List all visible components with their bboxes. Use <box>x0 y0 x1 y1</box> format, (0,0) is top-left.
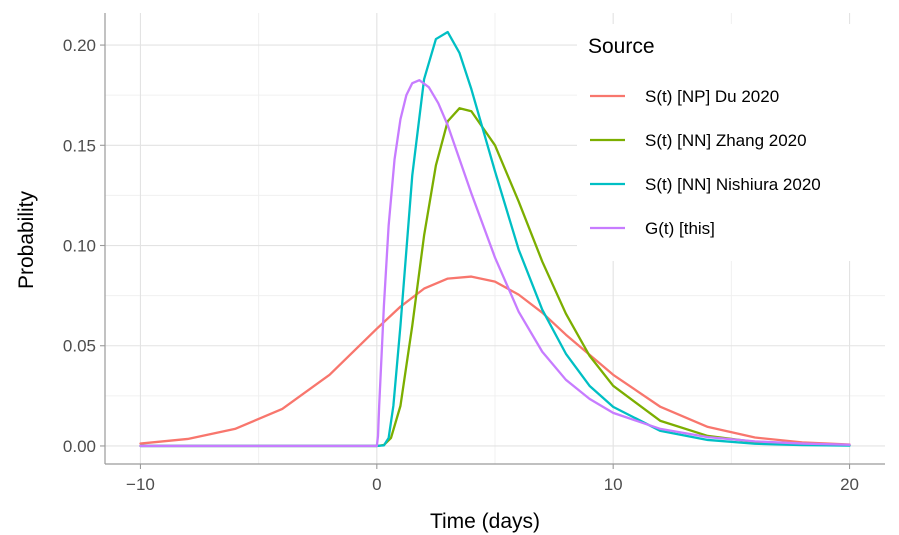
y-axis-ticks: 0.00 0.05 0.10 0.15 0.20 <box>63 36 105 456</box>
y-tick-label: 0.10 <box>63 237 96 256</box>
x-tick-label: 10 <box>604 475 623 494</box>
legend: Source S(t) [NP] Du 2020 S(t) [NN] Zhang … <box>577 24 887 261</box>
y-tick-label: 0.15 <box>63 136 96 155</box>
legend-item-label: S(t) [NN] Zhang 2020 <box>645 131 807 150</box>
x-tick-label: −10 <box>126 475 155 494</box>
x-tick-label: 0 <box>372 475 381 494</box>
series-line-4 <box>139 79 851 448</box>
y-tick-label: 0.20 <box>63 36 96 55</box>
legend-item-label: S(t) [NP] Du 2020 <box>645 87 779 106</box>
axis-frame <box>104 13 885 465</box>
x-tick-label: 20 <box>840 475 859 494</box>
legend-item-label: G(t) [this] <box>645 219 715 238</box>
series-lines <box>139 30 851 448</box>
legend-title: Source <box>588 35 655 58</box>
x-axis-title: Time (days) <box>430 510 540 533</box>
x-axis-ticks: −10 0 10 20 <box>126 464 859 494</box>
y-tick-label: 0.00 <box>63 437 96 456</box>
legend-entries: S(t) [NP] Du 2020 S(t) [NN] Zhang 2020 S(t… <box>590 87 821 238</box>
legend-background <box>577 24 887 261</box>
series-line-1 <box>139 275 851 446</box>
legend-item-label: S(t) [NN] Nishiura 2020 <box>645 175 821 194</box>
series-line-3 <box>139 30 851 448</box>
y-axis-title: Probability <box>15 190 38 289</box>
y-tick-label: 0.05 <box>63 337 96 356</box>
